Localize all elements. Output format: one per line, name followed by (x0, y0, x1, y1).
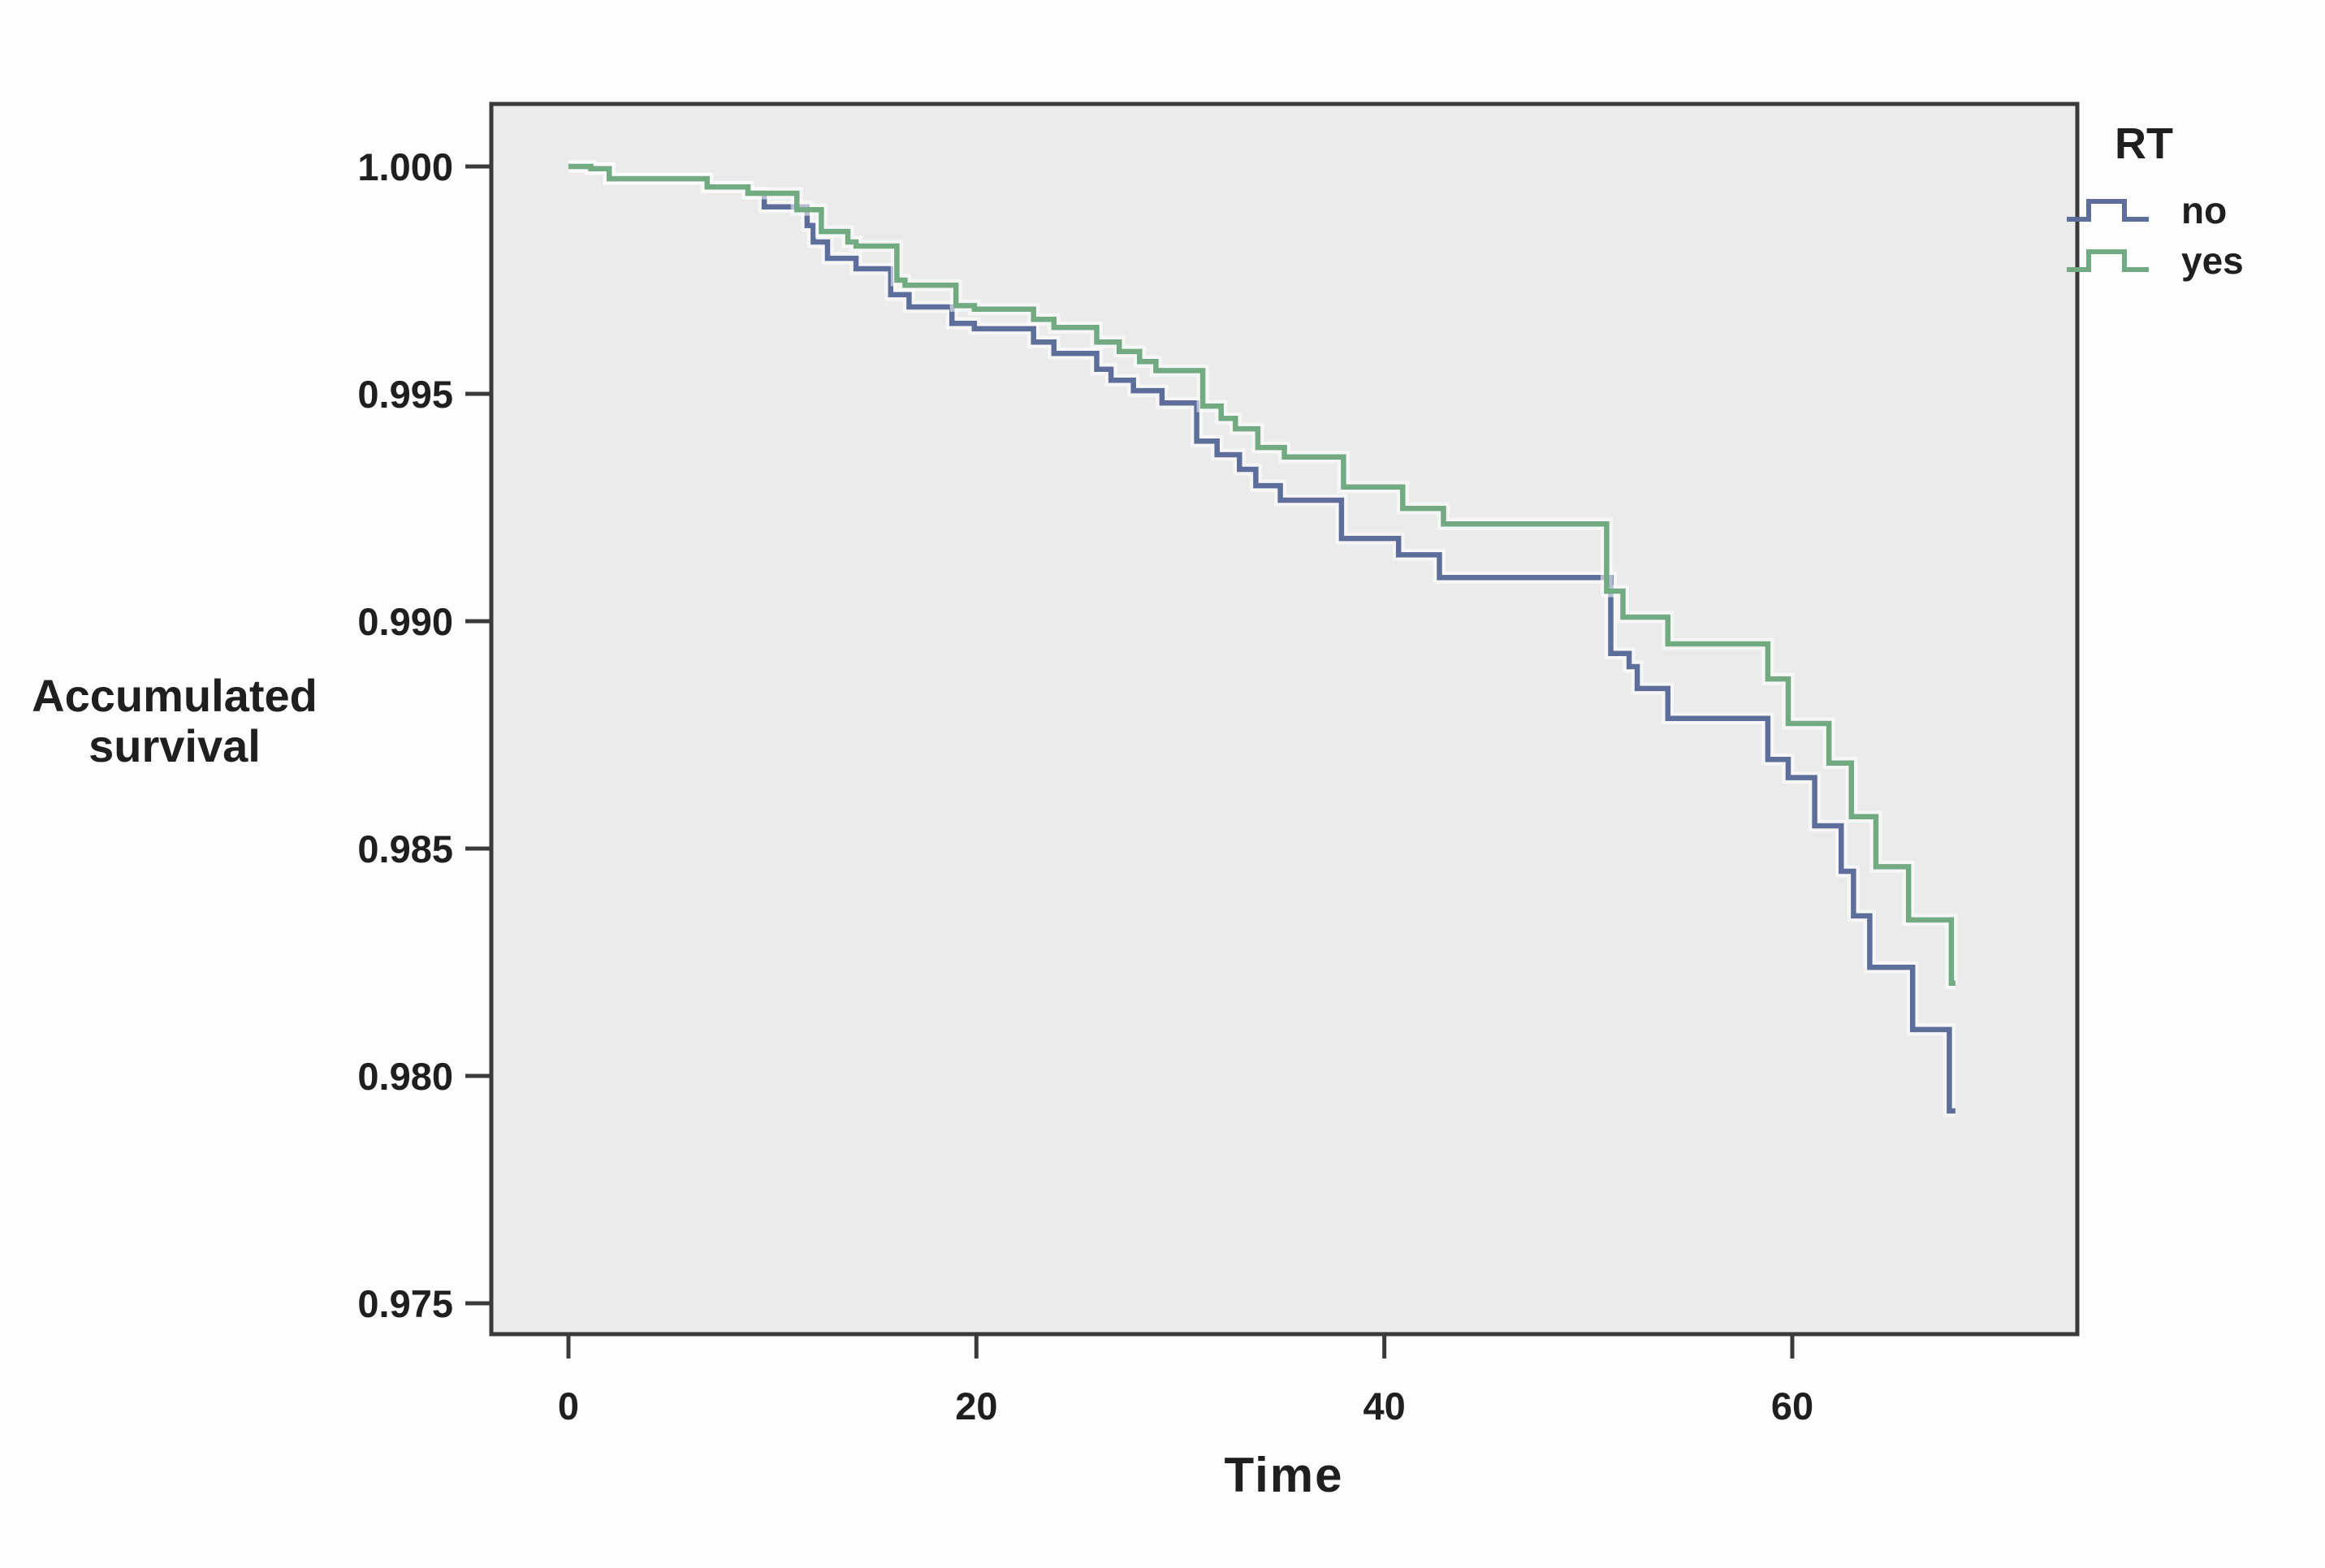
y-tick-label: 1.000 (357, 145, 453, 188)
y-axis-title-line2: survival (89, 720, 261, 771)
plot-area (489, 102, 2080, 1337)
x-tick-label: 60 (1771, 1384, 1813, 1428)
y-tick-label: 0.995 (357, 373, 453, 416)
plot-background (489, 102, 2080, 1337)
x-tick-label: 40 (1363, 1384, 1406, 1428)
legend-label-yes: yes (2181, 240, 2244, 282)
legend: RT no yes (2064, 119, 2324, 292)
y-tick-label: 0.975 (357, 1282, 453, 1325)
legend-item-no: no (2064, 189, 2324, 231)
y-tick-label: 0.980 (357, 1055, 453, 1098)
x-axis-title: Time (1224, 1448, 1344, 1502)
y-axis-title-line1: Accumulated (32, 670, 318, 721)
survival-curves (568, 160, 1958, 1117)
y-tick-label: 0.990 (357, 600, 453, 643)
legend-title: RT (2115, 119, 2173, 168)
y-axis-ticks: 1.000 0.995 0.990 0.985 0.980 0.975 (357, 145, 491, 1325)
survival-curve-yes (568, 163, 1956, 987)
x-tick-label: 0 (558, 1384, 579, 1428)
x-axis-ticks: 0 20 40 60 (558, 1334, 1813, 1428)
y-tick-label: 0.985 (357, 827, 453, 870)
step-line-swatch-yes-icon (2067, 249, 2149, 272)
x-tick-label: 20 (955, 1384, 997, 1428)
legend-item-yes: yes (2064, 240, 2324, 282)
legend-label-no: no (2181, 189, 2228, 231)
survival-curve-no (568, 163, 1956, 1114)
step-line-swatch-no-icon (2067, 199, 2149, 222)
y-axis-title: Accumulated survival (0, 671, 349, 771)
